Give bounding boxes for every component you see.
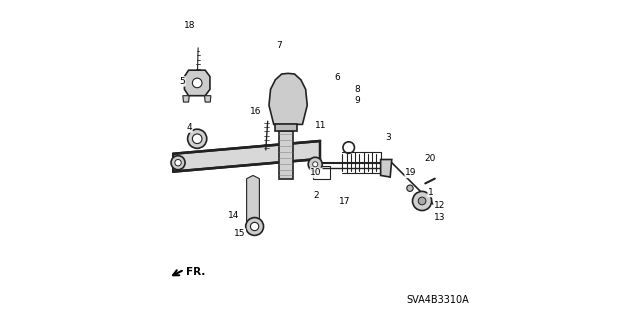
Polygon shape: [278, 131, 293, 179]
Circle shape: [193, 78, 202, 88]
Circle shape: [413, 191, 431, 211]
Text: 4: 4: [186, 123, 192, 132]
Polygon shape: [183, 96, 189, 102]
Text: 1: 1: [428, 188, 434, 197]
Polygon shape: [246, 175, 259, 226]
Circle shape: [419, 197, 426, 205]
Text: 13: 13: [434, 213, 445, 222]
Text: 3: 3: [386, 133, 392, 142]
Text: 20: 20: [424, 154, 436, 163]
Polygon shape: [269, 73, 307, 124]
Polygon shape: [184, 70, 210, 96]
Text: 5: 5: [179, 77, 185, 86]
Circle shape: [250, 222, 259, 231]
Text: 12: 12: [434, 201, 445, 210]
Text: 19: 19: [405, 168, 417, 177]
Polygon shape: [381, 160, 392, 177]
Text: 7: 7: [276, 41, 282, 50]
Circle shape: [407, 185, 413, 191]
Circle shape: [308, 157, 322, 171]
Circle shape: [246, 218, 264, 235]
Polygon shape: [173, 141, 320, 172]
Text: 9: 9: [355, 96, 360, 105]
Text: 6: 6: [334, 73, 340, 82]
Text: 18: 18: [184, 21, 195, 30]
Circle shape: [188, 129, 207, 148]
Circle shape: [175, 160, 181, 166]
Text: 10: 10: [310, 168, 322, 177]
Circle shape: [313, 162, 318, 167]
Text: 8: 8: [355, 85, 360, 94]
Circle shape: [171, 156, 185, 170]
Text: FR.: FR.: [186, 267, 205, 277]
Circle shape: [193, 134, 202, 144]
Text: 15: 15: [234, 229, 245, 238]
Text: 11: 11: [315, 121, 326, 130]
Text: 16: 16: [250, 107, 261, 116]
Polygon shape: [275, 124, 297, 131]
Text: SVA4B3310A: SVA4B3310A: [406, 295, 469, 305]
Text: 2: 2: [314, 191, 319, 200]
Text: 14: 14: [228, 211, 239, 220]
Polygon shape: [205, 96, 211, 102]
Text: 17: 17: [339, 197, 350, 206]
